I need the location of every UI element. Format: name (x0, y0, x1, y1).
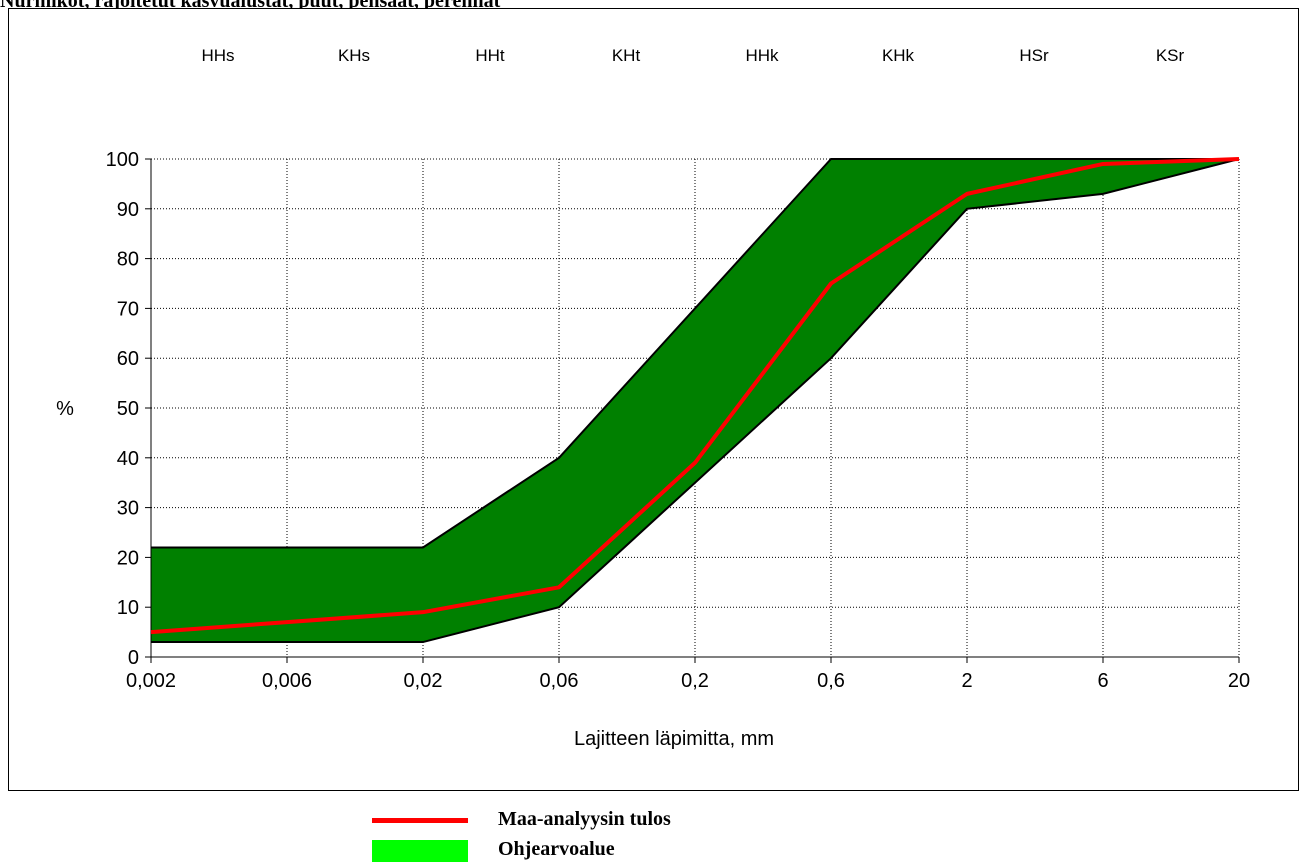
legend-label-guide-range: Ohjearvoalue (498, 838, 615, 861)
fraction-label-khk: KHk (882, 46, 915, 65)
y-tick-label-4: 40 (117, 448, 139, 470)
fraction-label-hhk: HHk (745, 46, 779, 65)
x-tick-label-3: 0,06 (540, 670, 579, 692)
x-tick-label-0: 0,002 (126, 670, 176, 692)
fraction-label-ksr: KSr (1156, 46, 1185, 65)
x-axis-label: Lajitteen läpimitta, mm (574, 728, 774, 750)
y-axis-label: % (56, 398, 74, 420)
x-tick-label-1: 0,006 (262, 670, 312, 692)
x-tick-label-7: 6 (1097, 670, 1108, 692)
x-tick-label-5: 0,6 (817, 670, 845, 692)
fraction-label-hht: HHt (475, 46, 505, 65)
fraction-label-kht: KHt (612, 46, 641, 65)
y-tick-label-7: 70 (117, 298, 139, 320)
fraction-label-hhs: HHs (201, 46, 234, 65)
grain-size-chart: 0 10 20 30 40 50 60 70 80 90 100 0,002 0,006 0,02 0,0… (9, 9, 1298, 790)
fraction-label-hsr: HSr (1019, 46, 1049, 65)
fraction-label-khs: KHs (338, 46, 370, 65)
x-tick-label-4: 0,2 (681, 670, 709, 692)
y-tick-label-1: 10 (117, 597, 139, 619)
legend-swatch-guide-range (372, 840, 468, 862)
x-tick-label-6: 2 (961, 670, 972, 692)
chart-frame: 0 10 20 30 40 50 60 70 80 90 100 0,002 0,006 0,02 0,0… (8, 8, 1299, 791)
y-tick-label-6: 60 (117, 348, 139, 370)
y-tick-label-2: 20 (117, 547, 139, 569)
legend-swatch-result-line (372, 818, 468, 823)
x-tick-label-2: 0,02 (404, 670, 443, 692)
x-tick-label-8: 20 (1228, 670, 1250, 692)
legend-label-result: Maa-analyysin tulos (498, 808, 671, 831)
y-tick-label-9: 90 (117, 199, 139, 221)
y-tick-label-3: 30 (117, 498, 139, 520)
y-tick-label-5: 50 (117, 398, 139, 420)
y-tick-label-8: 80 (117, 249, 139, 271)
y-tick-label-0: 0 (128, 647, 139, 669)
y-tick-label-10: 100 (106, 149, 139, 171)
